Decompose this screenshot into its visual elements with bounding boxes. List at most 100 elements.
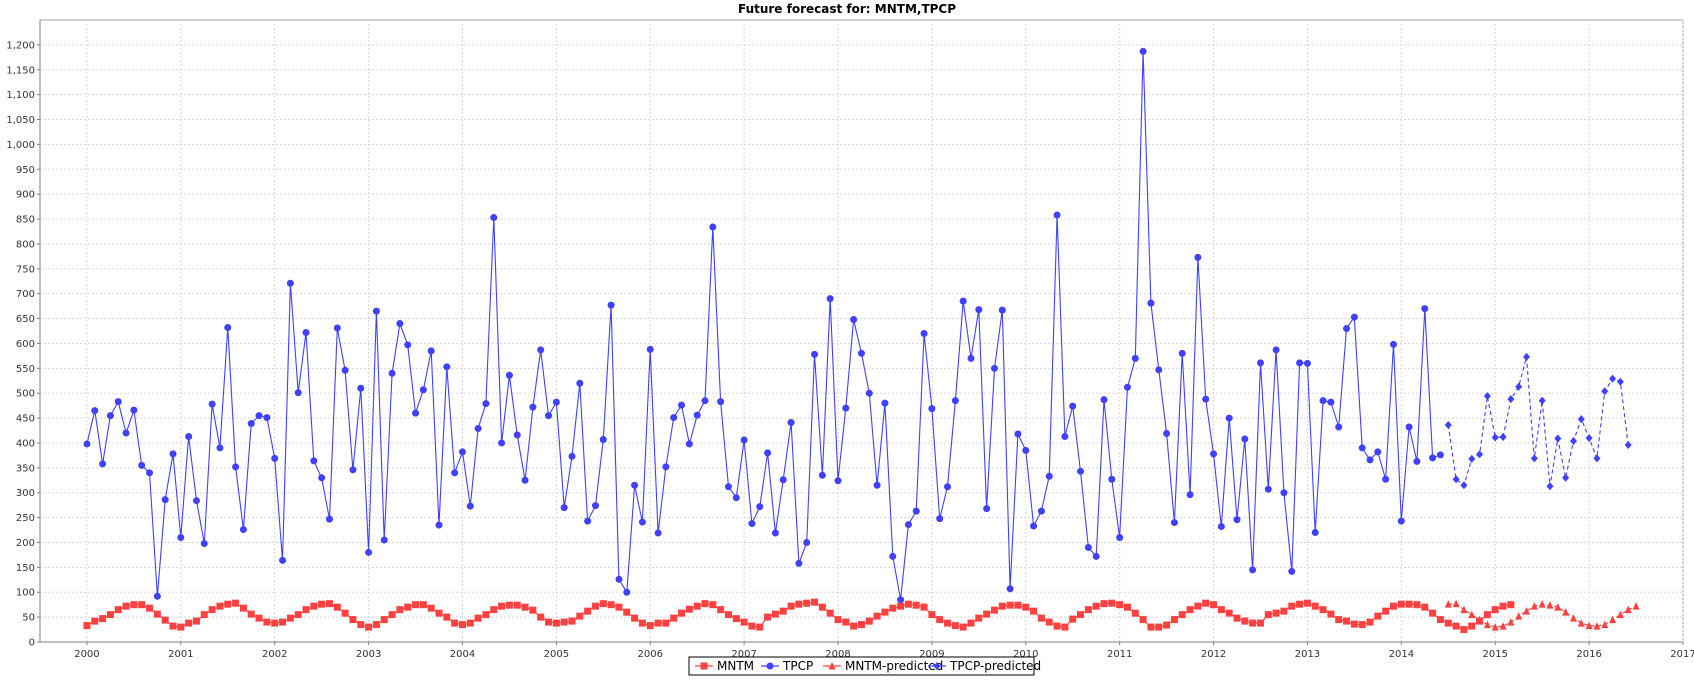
data-point [1272, 609, 1280, 617]
data-point [1288, 602, 1296, 610]
data-point [1421, 603, 1429, 611]
data-point [286, 279, 294, 287]
data-point [396, 320, 404, 328]
data-point [1194, 253, 1202, 261]
x-tick-label: 2016 [1576, 649, 1601, 660]
data-point [998, 306, 1006, 314]
y-tick-label: 1,100 [6, 90, 35, 101]
data-point [1311, 529, 1319, 537]
x-tick-label: 2001 [168, 649, 193, 660]
data-point [255, 412, 263, 420]
data-point [607, 601, 615, 609]
data-point [482, 611, 490, 619]
data-point [1609, 615, 1617, 624]
data-point [279, 618, 287, 626]
data-point [1163, 430, 1171, 438]
data-point [944, 619, 952, 627]
data-point [185, 619, 193, 627]
data-point [1006, 601, 1014, 609]
data-point [1280, 607, 1288, 615]
data-point [678, 609, 686, 617]
data-point [826, 609, 834, 617]
data-point [153, 592, 161, 600]
data-point [498, 602, 506, 610]
data-point [724, 611, 732, 619]
data-point [591, 602, 599, 610]
data-point [1569, 436, 1577, 445]
data-point [505, 601, 513, 609]
data-point [1444, 600, 1452, 608]
data-point [654, 529, 662, 537]
data-point [1562, 608, 1570, 616]
data-point [412, 409, 420, 417]
legend-item-mntm: MNTM [695, 659, 754, 673]
data-point [1272, 346, 1280, 354]
y-tick-label: 650 [16, 314, 35, 325]
data-point [873, 612, 881, 620]
data-point [1343, 325, 1351, 333]
data-point [599, 600, 607, 608]
data-point [1593, 622, 1601, 630]
legend-label: TPCP [782, 659, 813, 673]
data-point [1468, 610, 1476, 619]
data-point [623, 588, 631, 596]
data-point [529, 403, 537, 411]
data-point [1037, 614, 1045, 622]
y-tick-label: 500 [16, 389, 35, 400]
data-point [897, 596, 905, 604]
data-point [904, 521, 912, 529]
data-point [928, 611, 936, 619]
data-point [169, 450, 177, 458]
data-point [990, 364, 998, 372]
data-point [748, 520, 756, 528]
data-point [1389, 602, 1397, 610]
legend-marker [933, 662, 941, 670]
data-point [803, 538, 811, 546]
data-point [1163, 621, 1171, 629]
data-point [936, 515, 944, 523]
data-point [1131, 354, 1139, 362]
data-point [122, 429, 130, 437]
data-point [169, 622, 177, 630]
data-point [1350, 313, 1358, 321]
data-point [1358, 444, 1366, 452]
legend-marker [766, 662, 774, 670]
data-point [1170, 616, 1178, 624]
data-point [670, 414, 678, 422]
data-point [951, 397, 959, 405]
data-point [130, 406, 138, 414]
data-point [1170, 519, 1178, 527]
data-point [372, 621, 380, 629]
data-point [615, 575, 623, 583]
data-point [192, 617, 200, 625]
data-point [795, 600, 803, 608]
data-point [1460, 605, 1468, 614]
data-point [388, 369, 396, 377]
data-point [1530, 454, 1538, 463]
data-point [1100, 600, 1108, 608]
data-point [279, 556, 287, 564]
data-point [1468, 622, 1476, 630]
data-point [1515, 382, 1523, 391]
data-point [91, 407, 99, 415]
data-point [1335, 423, 1343, 431]
y-tick-label: 1,150 [6, 65, 35, 76]
data-point [1202, 599, 1210, 607]
data-point [1327, 398, 1335, 406]
data-point [271, 454, 279, 462]
legend-item-tpcp-predicted: TPCP-predicted [928, 659, 1041, 673]
data-point [1123, 603, 1131, 611]
data-point [1178, 349, 1186, 357]
data-point [435, 609, 443, 617]
data-point [1100, 396, 1108, 404]
data-point [850, 316, 858, 324]
data-point [106, 412, 114, 420]
data-point [1554, 603, 1562, 611]
data-point [1374, 448, 1382, 456]
data-point [1483, 611, 1491, 619]
data-point [732, 615, 740, 623]
data-point [1483, 620, 1491, 629]
data-point [1225, 609, 1233, 617]
data-point [646, 622, 654, 630]
data-point [873, 481, 881, 489]
